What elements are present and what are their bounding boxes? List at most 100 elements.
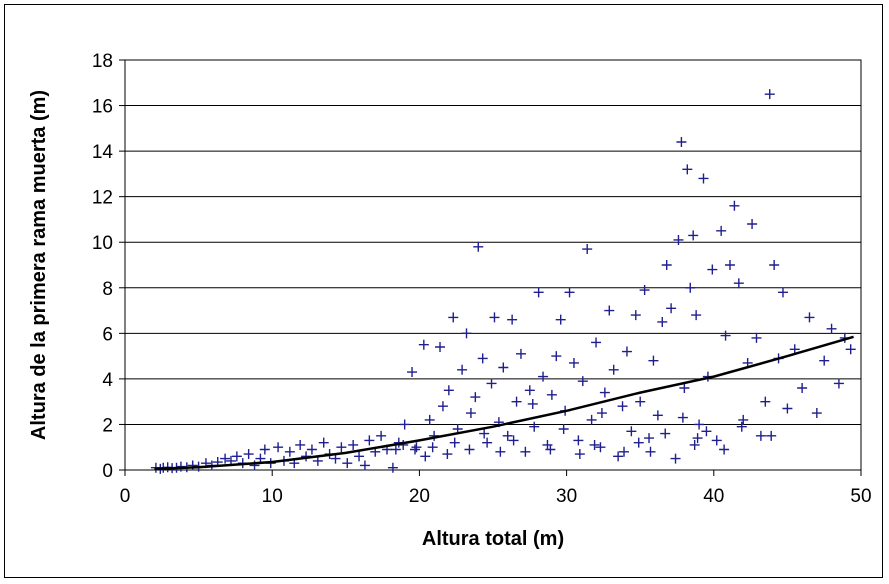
data-point	[755, 430, 766, 441]
data-point	[520, 446, 531, 457]
data-point	[220, 453, 231, 464]
chart-frame: 0 2 4 6 8 10 12 14 16 18 0 10 20 30 40 50 Altura total…	[4, 4, 883, 578]
data-point	[599, 387, 610, 398]
data-point	[336, 442, 347, 453]
data-point	[273, 442, 284, 453]
data-point	[635, 396, 646, 407]
data-point	[387, 462, 398, 473]
data-point	[243, 449, 254, 460]
data-point	[418, 339, 429, 350]
data-point	[621, 346, 632, 357]
data-point	[666, 303, 677, 314]
data-point	[477, 353, 488, 364]
data-point	[376, 430, 387, 441]
y-axis-ticks: 0 2 4 6 8 10 12 14 16 18	[92, 51, 125, 482]
data-point	[470, 392, 481, 403]
data-point	[661, 260, 672, 270]
data-point	[777, 287, 788, 298]
data-point	[448, 312, 459, 323]
data-point	[551, 351, 562, 362]
data-point	[608, 364, 619, 375]
data-point	[707, 264, 718, 275]
data-point	[354, 451, 365, 462]
data-point	[589, 439, 600, 450]
data-point	[529, 421, 540, 432]
data-point	[555, 314, 566, 325]
data-point	[295, 439, 306, 450]
data-point	[342, 458, 353, 469]
data-point	[716, 225, 727, 236]
data-point	[538, 371, 549, 382]
trend-line	[154, 335, 854, 471]
data-point	[568, 357, 579, 368]
data-point	[617, 401, 628, 412]
data-points	[150, 89, 856, 474]
data-point	[694, 419, 705, 430]
data-point	[231, 451, 242, 462]
data-point	[648, 355, 659, 366]
y-tick-label: 12	[92, 188, 113, 209]
data-point	[660, 428, 671, 439]
data-point	[679, 383, 690, 393]
data-point	[701, 426, 712, 437]
data-point	[574, 449, 585, 460]
plot-area	[124, 59, 862, 471]
data-point	[486, 378, 497, 389]
data-point	[558, 424, 569, 434]
data-point	[582, 244, 593, 255]
data-point	[461, 328, 472, 339]
data-point	[515, 348, 526, 359]
data-point	[689, 439, 700, 450]
data-point	[399, 419, 410, 430]
x-axis-ticks: 0 10 20 30 40 50	[120, 470, 872, 507]
data-point	[738, 414, 749, 425]
data-point	[797, 383, 808, 393]
data-point	[545, 444, 556, 455]
y-tick-label: 16	[92, 97, 113, 118]
data-point	[546, 389, 557, 400]
data-point	[409, 444, 420, 455]
data-point	[644, 433, 655, 444]
data-point	[457, 364, 468, 375]
y-tick-label: 6	[102, 324, 113, 345]
data-point	[677, 412, 688, 423]
data-point	[652, 410, 663, 421]
y-tick-label: 14	[92, 142, 114, 163]
data-point	[596, 408, 607, 419]
data-point	[502, 430, 513, 441]
data-point	[782, 403, 793, 414]
data-point	[691, 310, 702, 321]
data-point	[751, 332, 762, 343]
x-tick-label: 40	[703, 486, 724, 507]
y-tick-label: 0	[102, 461, 113, 482]
data-point	[524, 385, 535, 396]
data-point	[495, 446, 506, 457]
data-point	[764, 89, 775, 100]
data-point	[639, 285, 650, 296]
data-point	[845, 344, 856, 355]
data-point	[682, 164, 693, 175]
data-point	[720, 330, 731, 341]
data-point	[390, 444, 401, 455]
data-point	[729, 200, 740, 211]
data-point	[747, 219, 758, 229]
y-tick-label: 18	[92, 51, 113, 72]
data-point	[424, 414, 435, 425]
data-point	[673, 234, 684, 245]
x-tick-label: 50	[850, 486, 871, 507]
data-point	[711, 435, 722, 446]
y-tick-label: 2	[102, 415, 113, 436]
x-tick-label: 30	[556, 486, 577, 507]
data-point	[733, 278, 744, 289]
data-point	[619, 446, 630, 457]
data-point	[613, 451, 624, 462]
data-point	[789, 344, 800, 355]
data-point	[736, 421, 747, 432]
data-point	[364, 435, 375, 446]
data-point	[284, 446, 295, 457]
data-point	[306, 444, 317, 455]
data-point	[760, 396, 771, 407]
data-point	[449, 437, 460, 448]
y-tick-label: 10	[92, 233, 113, 254]
data-point	[508, 435, 519, 446]
